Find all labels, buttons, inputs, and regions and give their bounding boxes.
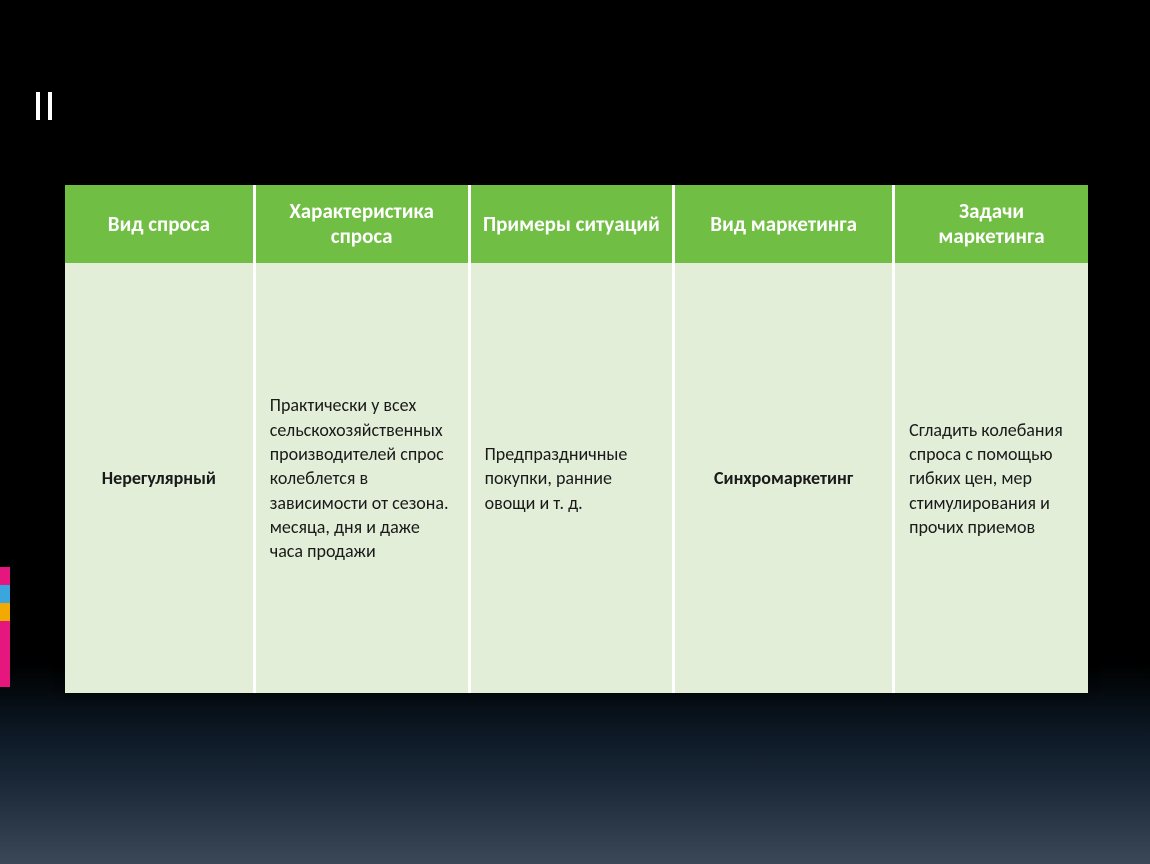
deco-block [0, 603, 10, 621]
deco-bar [48, 92, 52, 120]
header-examples: Примеры ситуаций [469, 185, 674, 263]
marketing-table-container: Вид спроса Характеристика спроса Примеры… [65, 185, 1088, 693]
gradient-background [0, 664, 1150, 864]
table-header-row: Вид спроса Характеристика спроса Примеры… [65, 185, 1088, 263]
table-row: Нерегулярный Практически у всех сельскох… [65, 263, 1088, 693]
deco-block [0, 621, 10, 687]
cell-marketing-type: Синхромаркетинг [674, 263, 894, 693]
deco-block [0, 585, 10, 603]
marketing-table: Вид спроса Характеристика спроса Примеры… [65, 185, 1088, 693]
top-decoration-bars [24, 92, 52, 120]
deco-block [0, 567, 10, 585]
header-characteristic: Характеристика спроса [254, 185, 469, 263]
cell-examples: Предпраздничные покупки, ранние овощи и … [469, 263, 674, 693]
cell-demand-type: Нерегулярный [65, 263, 254, 693]
deco-bar [24, 92, 28, 120]
cell-characteristic: Практически у всех сельскохозяйственных … [254, 263, 469, 693]
header-tasks: Задачи маркетинга [894, 185, 1088, 263]
deco-bar [36, 92, 40, 120]
cell-tasks: Сгладить колебания спроса с помощью гибк… [894, 263, 1088, 693]
deco-bar [42, 92, 46, 120]
header-demand-type: Вид спроса [65, 185, 254, 263]
deco-bar [30, 92, 34, 120]
header-marketing-type: Вид маркетинга [674, 185, 894, 263]
